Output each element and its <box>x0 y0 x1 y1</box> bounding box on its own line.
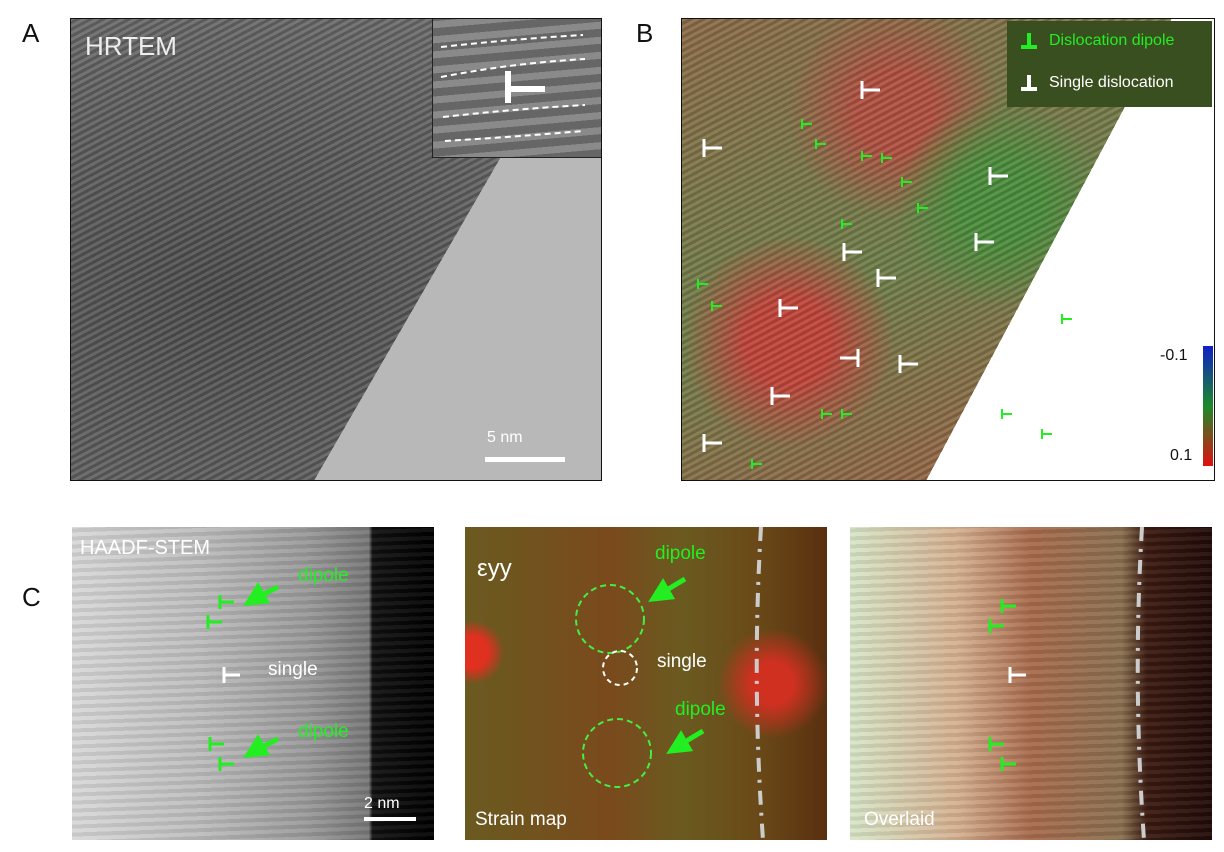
legend-dipole-label: Dislocation dipole <box>1049 32 1175 49</box>
single-dislocation-icon <box>505 71 545 103</box>
hrtem-label: HRTEM <box>85 31 177 61</box>
haadf-label: HAADF-STEM <box>80 537 210 559</box>
dipole-label-top: dipole <box>298 565 349 586</box>
dipole-circle-top <box>575 584 645 654</box>
legend-item-single: Single dislocation <box>1019 73 1174 93</box>
single-label: single <box>657 651 707 672</box>
boundary-line <box>754 527 765 840</box>
colorbar-max-label: 0.1 <box>1170 447 1193 464</box>
overlaid-label: Overlaid <box>864 809 935 830</box>
dipole-icon <box>1021 33 1037 49</box>
strain-markers <box>575 527 765 840</box>
strain-map-image: εyy dipole single dipole Strain map <box>465 527 827 840</box>
hrtem-image: HRTEM 5 nm <box>70 18 602 481</box>
legend-item-dipole: Dislocation dipole <box>1019 31 1174 51</box>
dipole-label-top: dipole <box>655 543 706 564</box>
strain-overlay-image: Dislocation dipole Single dislocation -0… <box>681 18 1215 481</box>
dipole-label-bottom: dipole <box>298 721 349 742</box>
legend-single-label: Single dislocation <box>1049 74 1174 91</box>
strain-symbol: εyy <box>477 555 512 582</box>
overlaid-markers <box>988 527 1146 840</box>
panel-letter-a: A <box>22 18 40 48</box>
single-circle <box>602 650 638 686</box>
arrow-icon <box>648 576 705 755</box>
dislocation-markers <box>697 81 1072 469</box>
dipole-label-bottom: dipole <box>675 699 726 720</box>
dipole-circle-bottom <box>582 718 652 788</box>
scale-bar <box>485 457 565 462</box>
scale-bar-c <box>364 817 416 821</box>
scale-bar-label: 5 nm <box>487 429 523 446</box>
dipole-markers <box>697 119 1072 469</box>
arrow-icon <box>243 582 280 759</box>
panel-letter-b: B <box>636 18 654 48</box>
colorbar <box>1203 346 1213 466</box>
haadf-markers <box>206 582 280 771</box>
hrtem-inset <box>432 19 601 158</box>
inset-overlay <box>440 34 586 142</box>
single-dislocation-markers <box>702 81 1008 452</box>
single-dislocation-icon <box>1021 75 1037 91</box>
overlaid-image: Overlaid <box>850 527 1212 840</box>
strain-map-label: Strain map <box>475 809 567 830</box>
scale-bar-label-c: 2 nm <box>364 795 400 812</box>
legend: Dislocation dipole Single dislocation <box>1007 21 1212 107</box>
boundary-line <box>1135 527 1146 840</box>
single-label: single <box>268 659 318 680</box>
colorbar-min-label: -0.1 <box>1160 347 1188 364</box>
haadf-stem-image: HAADF-STEM dipole single dipole 2 nm <box>72 527 434 840</box>
panel-letter-c: C <box>22 582 41 612</box>
